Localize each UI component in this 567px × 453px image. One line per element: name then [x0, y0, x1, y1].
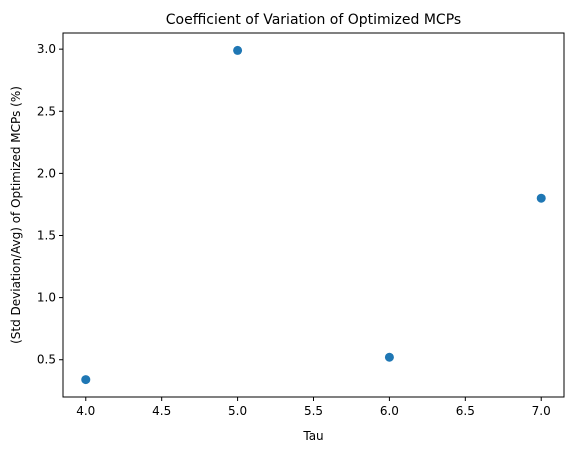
x-tick-label: 4.5 [152, 404, 171, 418]
plot-area: 4.0 4.5 5.0 5.5 6.0 6.5 7.0 0.5 1.0 1.5 2.0 2.5 3.0 [37, 42, 551, 418]
data-point [384, 352, 394, 362]
data-point [233, 45, 243, 55]
x-tick-label: 7.0 [532, 404, 551, 418]
chart-title: Coefficient of Variation of Optimized MC… [166, 12, 461, 28]
data-point [81, 375, 91, 385]
data-point [536, 193, 546, 203]
plot-frame [62, 32, 565, 398]
x-tick-label: 6.5 [456, 404, 475, 418]
x-tick-label: 4.0 [76, 404, 95, 418]
y-axis-label: (Std Deviation/Avg) of Optimized MCPs (%… [9, 86, 23, 344]
y-tick-label: 2.5 [37, 104, 56, 118]
x-tick-label: 5.0 [228, 404, 247, 418]
x-tick-label: 6.0 [380, 404, 399, 418]
y-tick-label: 1.5 [37, 228, 56, 242]
y-tick-label: 2.0 [37, 166, 56, 180]
y-tick-label: 3.0 [37, 42, 56, 56]
y-tick-label: 0.5 [37, 353, 56, 367]
x-tick-label: 5.5 [304, 404, 323, 418]
y-tick-label: 1.0 [37, 291, 56, 305]
x-axis-label: Tau [302, 429, 323, 443]
